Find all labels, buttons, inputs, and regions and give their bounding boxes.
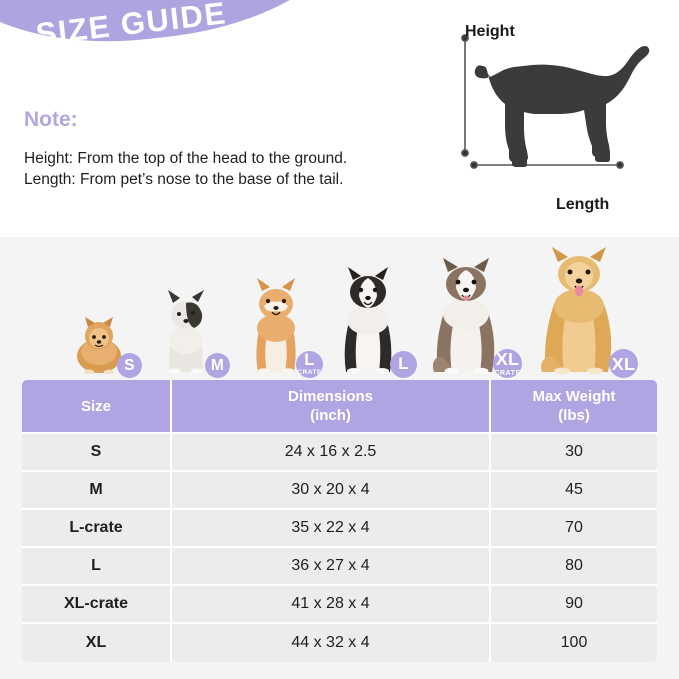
size-badge-l: L xyxy=(390,351,417,378)
cell-weight: 30 xyxy=(491,434,657,472)
dog-body-shape xyxy=(474,45,650,167)
cell-weight: 80 xyxy=(491,548,657,586)
height-rule-icon xyxy=(461,34,469,157)
note-label: Note: xyxy=(24,108,78,131)
badge-label: XL xyxy=(611,353,636,374)
badge-label: M xyxy=(210,356,225,374)
header-dimensions: Dimensions (inch) xyxy=(172,380,491,434)
cell-size: L-crate xyxy=(22,510,172,548)
table-row: S 24 x 16 x 2.5 30 xyxy=(22,434,657,472)
cell-dimensions: 44 x 32 x 4 xyxy=(172,624,491,662)
header-max-weight: Max Weight (lbs) xyxy=(491,380,657,434)
cell-size: XL xyxy=(22,624,172,662)
australian-shepherd-art xyxy=(432,258,495,375)
cell-dimensions: 30 x 20 x 4 xyxy=(172,472,491,510)
note-text: Height: From the top of the head to the … xyxy=(24,148,347,190)
cell-dimensions: 41 x 28 x 4 xyxy=(172,586,491,624)
table-header-row: Size Dimensions (inch) Max Weight (lbs) xyxy=(22,380,657,434)
size-table: Size Dimensions (inch) Max Weight (lbs) … xyxy=(22,380,657,662)
note-line-length: Length: From pet’s nose to the base of t… xyxy=(24,171,344,188)
height-label: Height xyxy=(465,23,515,40)
border-collie-art xyxy=(344,267,392,374)
badge-label: L xyxy=(304,350,315,370)
cell-weight: 100 xyxy=(491,624,657,662)
measurement-diagram: Height Length xyxy=(440,18,672,230)
header-band: SIZE GUIDE Note: Height: From the top of… xyxy=(0,0,679,237)
cell-weight: 90 xyxy=(491,586,657,624)
dog-item-golden-retriever: XL xyxy=(528,244,638,378)
shiba-inu-art xyxy=(256,278,296,374)
table-row: L-crate 35 x 22 x 4 70 xyxy=(22,510,657,548)
dog-size-comparison-strip: S M xyxy=(0,242,679,378)
header-weight-line2: (lbs) xyxy=(558,407,590,424)
size-badge-xl-crate: XL CRATE xyxy=(493,349,522,378)
cell-weight: 70 xyxy=(491,510,657,548)
cell-dimensions: 24 x 16 x 2.5 xyxy=(172,434,491,472)
french-bulldog-art xyxy=(168,290,204,374)
cell-size: S xyxy=(22,434,172,472)
table-row: XL 44 x 32 x 4 100 xyxy=(22,624,657,662)
size-badge-s: S xyxy=(117,353,142,378)
header-dimensions-line2: (inch) xyxy=(310,407,351,424)
badge-label: L xyxy=(398,354,409,374)
cell-size: M xyxy=(22,472,172,510)
table-row: L 36 x 27 x 4 80 xyxy=(22,548,657,586)
badge-label: XL xyxy=(495,349,520,370)
dog-item-border-collie: L xyxy=(326,266,417,378)
cell-dimensions: 36 x 27 x 4 xyxy=(172,548,491,586)
dog-item-french-bulldog: M xyxy=(148,290,230,378)
badge-label: S xyxy=(124,356,135,374)
pomeranian-art xyxy=(77,317,121,375)
header-size: Size xyxy=(22,380,172,434)
length-rule-icon xyxy=(470,161,624,169)
cell-weight: 45 xyxy=(491,472,657,510)
table-row: XL-crate 41 x 28 x 4 90 xyxy=(22,586,657,624)
golden-retriever-art xyxy=(541,247,612,375)
note-line-height: Height: From the top of the head to the … xyxy=(24,150,348,167)
size-badge-l-crate: L CRATE xyxy=(296,351,323,378)
dog-item-australian-shepherd: XL CRATE xyxy=(420,256,522,378)
table-row: M 30 x 20 x 4 45 xyxy=(22,472,657,510)
cell-size: L xyxy=(22,548,172,586)
size-badge-xl: XL xyxy=(609,349,638,378)
dog-silhouette-svg xyxy=(461,34,650,169)
size-badge-m: M xyxy=(205,353,230,378)
cell-dimensions: 35 x 22 x 4 xyxy=(172,510,491,548)
length-label: Length xyxy=(556,196,610,213)
table-header: Size Dimensions (inch) Max Weight (lbs) xyxy=(22,380,657,434)
header-weight-line1: Max Weight xyxy=(532,388,616,405)
cell-size: XL-crate xyxy=(22,586,172,624)
dog-item-pomeranian: S xyxy=(62,312,142,378)
header-dimensions-line1: Dimensions xyxy=(287,388,374,405)
table-body: S 24 x 16 x 2.5 30 M 30 x 20 x 4 45 L-cr… xyxy=(22,434,657,662)
badge-sublabel: CRATE xyxy=(297,368,322,376)
dog-item-shiba-inu: L CRATE xyxy=(236,278,323,378)
badge-sublabel: CRATE xyxy=(494,368,521,378)
